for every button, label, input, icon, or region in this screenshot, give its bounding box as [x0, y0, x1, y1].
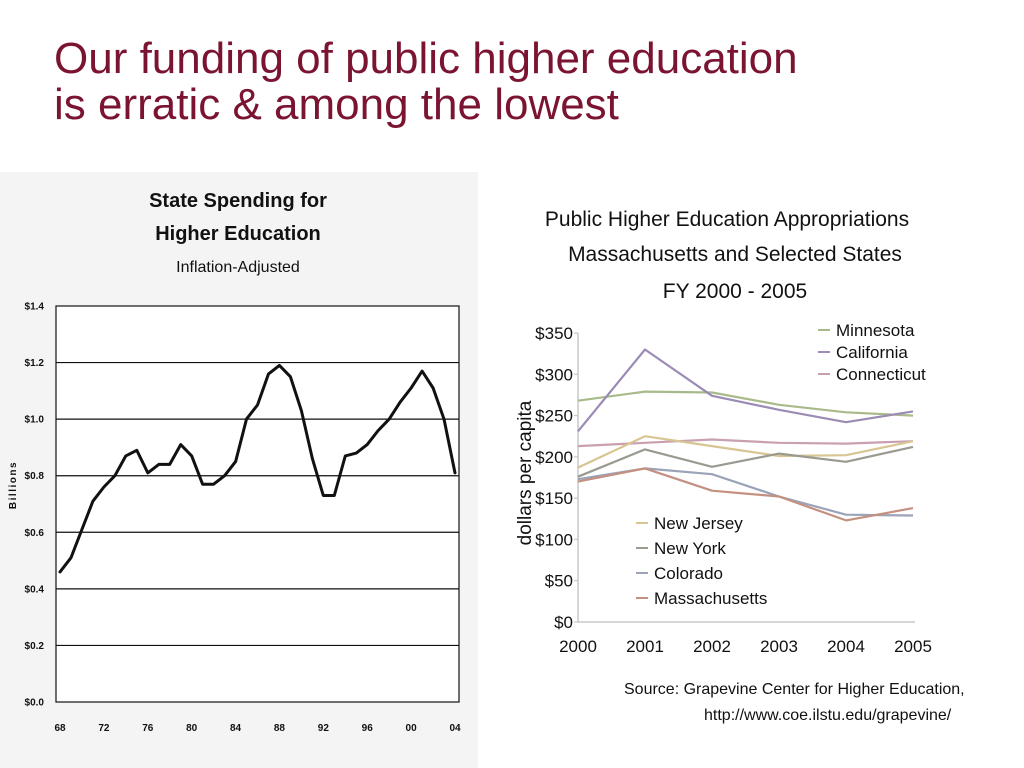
left-ytick-label: $1.2 — [25, 358, 45, 369]
right-legend-label: Massachusetts — [654, 589, 767, 608]
left-xtick-label: 96 — [362, 723, 374, 734]
right-legend-label: Colorado — [654, 564, 723, 583]
right-legend-label: Connecticut — [836, 365, 926, 384]
right-ytick-label: $200 — [535, 448, 573, 467]
right-ytick-label: $0 — [554, 613, 573, 632]
left-xtick-label: 92 — [318, 723, 330, 734]
right-series-line — [577, 435, 914, 469]
chart-left-title: State Spending for — [149, 190, 327, 212]
right-xtick-label: 2000 — [559, 637, 597, 656]
right-ytick-label: $150 — [535, 489, 573, 508]
left-xtick-label: 00 — [406, 723, 418, 734]
left-ytick-label: $0.6 — [25, 528, 45, 539]
right-ytick-label: $350 — [535, 324, 573, 343]
left-xtick-label: 72 — [98, 723, 110, 734]
chart-left-ylabel: Billions — [8, 461, 19, 509]
right-ytick-label: $250 — [535, 407, 573, 426]
chart-right-title: Public Higher Education Appropriations — [545, 208, 909, 231]
right-series-line — [577, 467, 914, 522]
right-series-line — [577, 467, 914, 517]
right-series-line — [577, 390, 914, 417]
right-xtick-label: 2001 — [626, 637, 664, 656]
right-ytick-label: $300 — [535, 365, 573, 384]
left-xtick-label: 88 — [274, 723, 286, 734]
right-legend-label: Minnesota — [836, 321, 915, 340]
left-ytick-label: $1.0 — [25, 415, 45, 426]
right-series-line — [577, 445, 914, 478]
slide-title: Our funding of public higher education i… — [54, 36, 994, 128]
chart-right-source-line1: Source: Grapevine Center for Higher Educ… — [624, 681, 965, 698]
chart-right-source-line2: http://www.coe.ilstu.edu/grapevine/ — [704, 707, 952, 724]
left-xtick-label: 76 — [142, 723, 154, 734]
right-ytick-label: $100 — [535, 530, 573, 549]
right-legend-label: New York — [654, 539, 726, 558]
left-xtick-label: 04 — [449, 723, 461, 734]
left-ytick-label: $1.4 — [25, 302, 45, 313]
right-xtick-label: 2003 — [760, 637, 798, 656]
left-xtick-label: 80 — [186, 723, 198, 734]
left-ytick-label: $0.8 — [25, 471, 45, 482]
chart-left-title2: Higher Education — [155, 223, 321, 245]
chart-left-plot-area — [55, 305, 460, 703]
left-ytick-label: $0.0 — [25, 698, 45, 709]
right-xtick-label: 2002 — [693, 637, 731, 656]
chart-right-subtitle: FY 2000 - 2005 — [663, 280, 807, 303]
right-series-line — [577, 438, 914, 448]
right-legend-label: New Jersey — [654, 514, 743, 533]
right-ytick-label: $50 — [545, 572, 573, 591]
right-series-line — [577, 348, 914, 432]
left-ytick-label: $0.4 — [25, 584, 45, 595]
slide-title-line1: Our funding of public higher education — [54, 34, 798, 83]
right-xtick-label: 2004 — [827, 637, 865, 656]
right-xtick-label: 2005 — [894, 637, 932, 656]
left-xtick-label: 84 — [230, 723, 242, 734]
left-series-line — [58, 363, 457, 574]
chart-right-title2: Massachusetts and Selected States — [568, 243, 902, 266]
right-legend-label: California — [836, 343, 908, 362]
left-xtick-label: 68 — [54, 723, 66, 734]
left-ytick-label: $0.2 — [25, 641, 45, 652]
chart-left-subtitle: Inflation-Adjusted — [176, 259, 300, 276]
chart-right: Public Higher Education Appropriations M… — [515, 208, 965, 724]
chart-left: State Spending for Higher Education Infl… — [0, 172, 478, 768]
slide-title-line2: is erratic & among the lowest — [54, 80, 619, 129]
chart-right-ylabel: dollars per capita — [515, 400, 536, 545]
